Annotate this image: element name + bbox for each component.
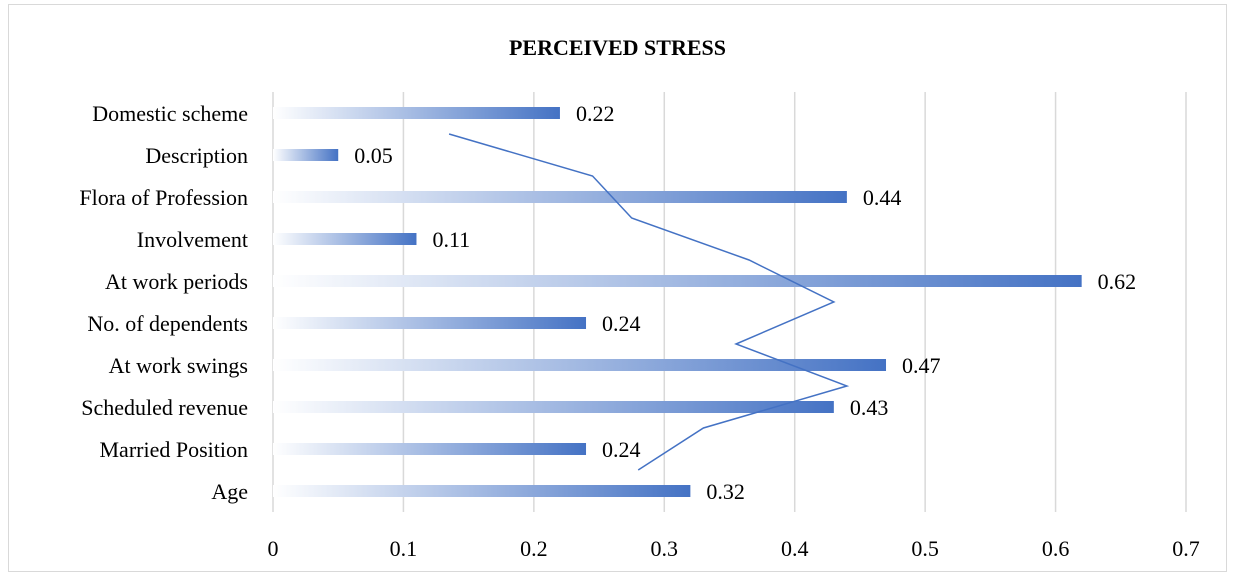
x-tick-label: 0.5 <box>911 536 939 561</box>
category-label: Age <box>211 479 248 504</box>
category-label: Scheduled revenue <box>81 395 248 420</box>
category-labels: Age Married Position Scheduled revenue At w… <box>79 101 248 504</box>
x-tick-label: 0.4 <box>781 536 809 561</box>
chart-frame: PERCEIVED STRESS <box>8 4 1227 572</box>
x-tick-label: 0.3 <box>651 536 679 561</box>
data-label: 0.11 <box>432 227 470 252</box>
gridlines <box>272 92 1187 512</box>
category-label: Domestic scheme <box>92 101 248 126</box>
category-label: Involvement <box>137 227 248 252</box>
data-label: 0.22 <box>576 101 615 126</box>
data-label: 0.62 <box>1098 269 1137 294</box>
category-label: No. of dependents <box>87 311 248 336</box>
data-label: 0.24 <box>602 311 641 336</box>
bar <box>273 359 887 371</box>
overlay-line <box>448 133 850 471</box>
bars <box>273 107 1082 497</box>
bar <box>273 233 417 245</box>
bar <box>273 149 339 161</box>
bar <box>273 275 1082 287</box>
category-label: At work periods <box>105 269 248 294</box>
category-label: Flora of Profession <box>79 185 248 210</box>
bar <box>273 443 587 455</box>
bar <box>273 485 691 497</box>
x-tick-label: 0.2 <box>520 536 548 561</box>
overlay-line-series <box>448 133 850 471</box>
category-label: At work swings <box>109 353 248 378</box>
x-tick-label: 0.6 <box>1042 536 1070 561</box>
data-labels: 0.32 0.24 0.43 0.47 0.24 0.62 0.11 0.44 0.05 0.22 <box>354 101 1136 504</box>
bar <box>273 401 834 413</box>
x-tick-label: 0.7 <box>1172 536 1200 561</box>
data-label: 0.24 <box>602 437 641 462</box>
bar <box>273 317 587 329</box>
category-label: Married Position <box>100 437 249 462</box>
data-label: 0.47 <box>902 353 941 378</box>
x-tick-label: 0 <box>268 536 279 561</box>
data-label: 0.44 <box>863 185 902 210</box>
x-tick-label: 0.1 <box>390 536 418 561</box>
bar <box>273 191 847 203</box>
data-label: 0.05 <box>354 143 393 168</box>
data-label: 0.32 <box>706 479 745 504</box>
x-tick-labels: 0 0.1 0.2 0.3 0.4 0.5 0.6 0.7 <box>268 536 1200 561</box>
bar <box>273 107 560 119</box>
chart-title: PERCEIVED STRESS <box>508 35 726 60</box>
category-label: Description <box>145 143 248 168</box>
data-label: 0.43 <box>850 395 889 420</box>
